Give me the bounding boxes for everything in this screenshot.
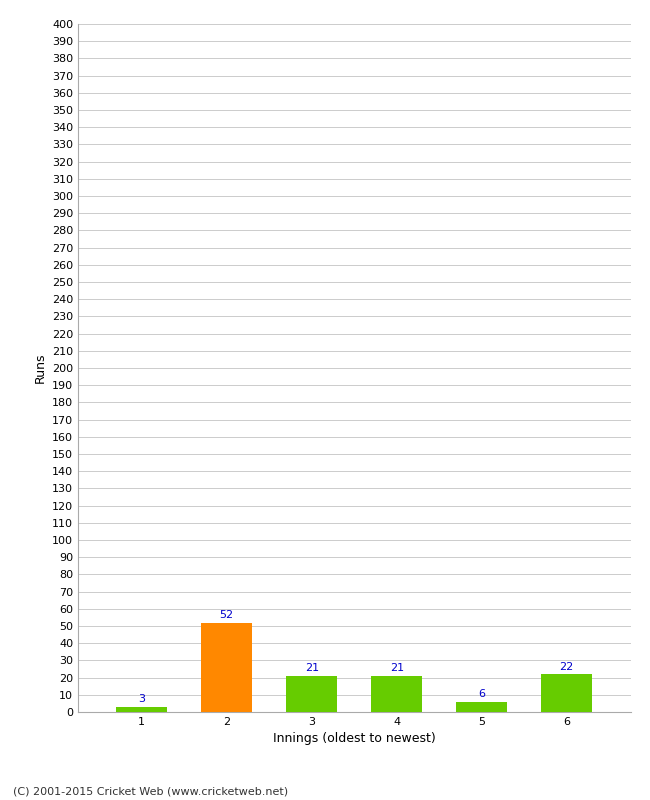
Bar (202, 622, 252, 712)
Text: 52: 52 (220, 610, 234, 620)
Bar (541, 674, 592, 712)
Bar (371, 676, 422, 712)
Bar (456, 702, 507, 712)
Text: 22: 22 (560, 662, 574, 671)
Text: 21: 21 (305, 663, 318, 674)
Text: 3: 3 (138, 694, 145, 704)
Text: (C) 2001-2015 Cricket Web (www.cricketweb.net): (C) 2001-2015 Cricket Web (www.cricketwe… (13, 786, 288, 796)
X-axis label: Innings (oldest to newest): Innings (oldest to newest) (273, 733, 436, 746)
Bar (286, 676, 337, 712)
Y-axis label: Runs: Runs (33, 353, 46, 383)
Text: 6: 6 (478, 689, 486, 699)
Bar (116, 707, 167, 712)
Text: 21: 21 (390, 663, 404, 674)
